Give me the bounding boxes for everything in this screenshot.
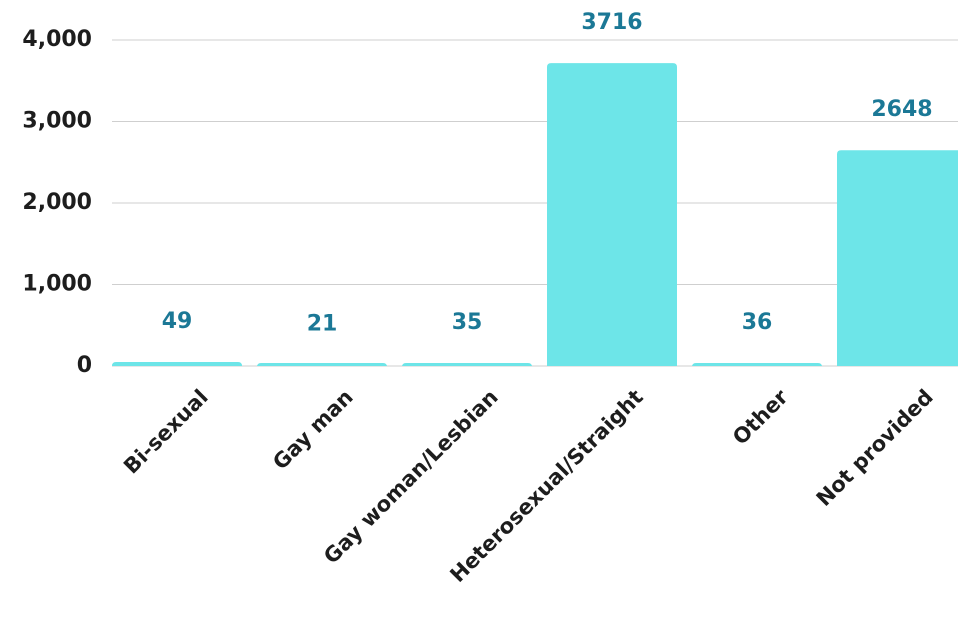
value-label: 2648 [871,97,932,122]
value-label: 21 [307,311,338,336]
y-tick-label: 1,000 [22,272,92,297]
y-tick-label: 0 [77,353,92,378]
y-tick-label: 4,000 [22,27,92,52]
value-label: 3716 [581,10,642,35]
x-tick-label: Other [728,384,793,449]
bar [837,150,958,366]
bar [402,363,532,367]
x-tick-label: Gay man [268,385,358,475]
value-label: 35 [452,310,483,335]
bar [112,362,242,367]
bar [257,363,387,367]
x-tick-label: Bi-sexual [119,385,213,479]
value-label: 49 [162,309,193,334]
x-tick-label: Not provided [812,385,938,511]
y-tick-label: 3,000 [22,109,92,134]
y-tick-label: 2,000 [22,190,92,215]
bar [547,63,677,367]
value-label: 36 [742,310,773,335]
bar [692,363,822,367]
